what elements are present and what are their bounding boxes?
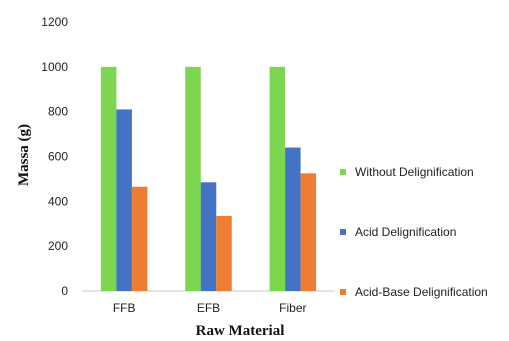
legend-swatch [340,229,346,235]
bar-efb-series-1 [185,66,201,291]
y-tick-label: 0 [61,284,68,298]
bars [100,66,317,291]
legend-swatch [340,169,346,175]
x-tick-label: FFB [113,301,136,315]
bar-fiber-series-1 [269,66,286,291]
bar-efb-series-2 [200,182,217,291]
y-tick-label: 400 [48,194,68,208]
x-axis-label: Raw Material [196,323,285,339]
x-axis-ticks: FFB EFB Fiber [113,301,307,315]
legend-label: Acid-Base Delignification [355,285,488,299]
bar-fiber-series-3 [300,173,317,291]
y-tick-label: 800 [48,105,68,119]
y-tick-label: 200 [48,239,68,253]
y-axis-label: Massa (g) [16,124,32,186]
bar-ffb-series-3 [131,186,148,291]
y-axis-ticks: 0 200 400 600 800 1000 1200 [41,15,68,298]
y-tick-label: 600 [48,150,68,164]
bar-ffb-series-1 [100,66,117,291]
x-tick-label: Fiber [279,301,306,315]
x-tick-label: EFB [197,301,220,315]
legend-swatch [340,289,346,295]
bar-fiber-series-2 [285,147,301,291]
y-tick-label: 1000 [41,60,68,74]
bar-efb-series-3 [216,215,232,291]
bar-ffb-series-2 [116,109,132,291]
legend-label: Acid Delignification [355,225,456,239]
y-tick-label: 1200 [41,15,68,29]
legend: Without Delignification Acid Delignificat… [340,165,488,299]
legend-label: Without Delignification [355,165,474,179]
